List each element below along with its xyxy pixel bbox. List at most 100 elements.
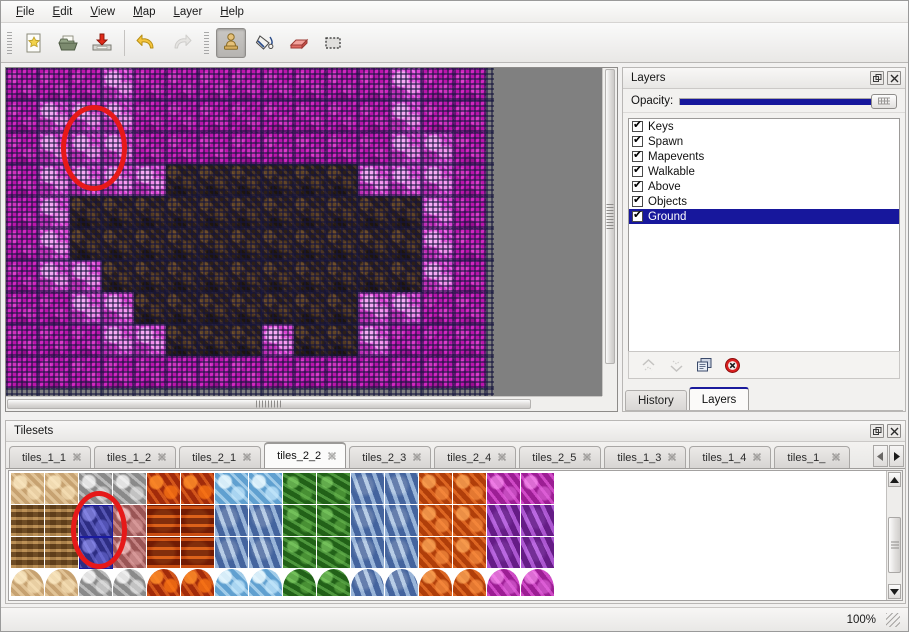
layer-row[interactable]: Spawn: [629, 134, 899, 149]
map-tile[interactable]: [166, 100, 198, 132]
map-tile[interactable]: [102, 100, 134, 132]
map-tile[interactable]: [70, 292, 102, 324]
opacity-slider[interactable]: [679, 93, 897, 109]
map-tile[interactable]: [262, 100, 294, 132]
close-tab-icon[interactable]: [667, 452, 678, 463]
layer-visibility-checkbox[interactable]: [632, 164, 643, 177]
close-icon[interactable]: [887, 71, 901, 85]
tileset-tile[interactable]: [249, 569, 283, 597]
layer-visibility-checkbox[interactable]: [632, 194, 643, 207]
tileset-tile[interactable]: [215, 505, 249, 537]
map-tile[interactable]: [390, 132, 422, 164]
map-tile[interactable]: [230, 132, 262, 164]
tileset-tile[interactable]: [79, 473, 113, 505]
tileset-tile[interactable]: [317, 569, 351, 597]
map-tile[interactable]: [102, 228, 134, 260]
layer-row[interactable]: Walkable: [629, 164, 899, 179]
tileset-tile[interactable]: [45, 505, 79, 537]
menu-item-view[interactable]: View: [90, 5, 116, 18]
delete-layer-button[interactable]: [722, 355, 742, 375]
map-tile[interactable]: [294, 100, 326, 132]
map-tile[interactable]: [6, 228, 38, 260]
map-tile[interactable]: [198, 132, 230, 164]
map-tile[interactable]: [390, 196, 422, 228]
tileset-tab-tiles_1_2[interactable]: tiles_1_2: [94, 446, 177, 468]
map-tile[interactable]: [70, 356, 102, 388]
lower-layer-button[interactable]: [666, 355, 686, 375]
tileset-tile[interactable]: [385, 473, 419, 505]
tileset-tile[interactable]: [283, 537, 317, 569]
map-tile[interactable]: [198, 260, 230, 292]
map-tile[interactable]: [390, 260, 422, 292]
map-tile[interactable]: [422, 100, 454, 132]
layer-row[interactable]: Objects: [629, 194, 899, 209]
map-tile[interactable]: [70, 132, 102, 164]
map-tile[interactable]: [70, 260, 102, 292]
tileset-tab-tiles_1_1[interactable]: tiles_1_1: [9, 446, 92, 468]
map-tile[interactable]: [134, 132, 166, 164]
close-icon[interactable]: [887, 424, 901, 438]
map-tile[interactable]: [294, 164, 326, 196]
map-tile[interactable]: [294, 292, 326, 324]
map-tile[interactable]: [422, 292, 454, 324]
map-tile[interactable]: [166, 164, 198, 196]
map-tile[interactable]: [230, 196, 262, 228]
tileset-tile[interactable]: [317, 537, 351, 569]
close-tab-icon[interactable]: [327, 451, 338, 462]
map-tile[interactable]: [262, 260, 294, 292]
scroll-down-arrow-icon[interactable]: [888, 584, 901, 599]
layer-visibility-checkbox[interactable]: [632, 134, 643, 147]
map-tile[interactable]: [6, 324, 38, 356]
tileset-tile[interactable]: [215, 537, 249, 569]
map-tile[interactable]: [166, 68, 198, 100]
map-tile[interactable]: [38, 132, 70, 164]
map-tile[interactable]: [358, 356, 390, 388]
scroll-up-arrow-icon[interactable]: [888, 472, 901, 487]
scroll-left-arrow-icon[interactable]: [873, 445, 888, 467]
tileset-tile[interactable]: [147, 537, 181, 569]
map-tile[interactable]: [102, 68, 134, 100]
map-tile[interactable]: [454, 164, 486, 196]
resize-grip-icon[interactable]: [886, 612, 900, 627]
map-tile[interactable]: [454, 196, 486, 228]
map-tile[interactable]: [38, 196, 70, 228]
tileset-tile[interactable]: [351, 473, 385, 505]
map-tile[interactable]: [38, 356, 70, 388]
tileset-tile[interactable]: [351, 537, 385, 569]
tileset-tile[interactable]: [385, 537, 419, 569]
new-map-button[interactable]: [19, 28, 49, 58]
map-tile[interactable]: [102, 132, 134, 164]
map-tile[interactable]: [166, 292, 198, 324]
tileset-tile[interactable]: [283, 569, 317, 597]
map-tile[interactable]: [358, 196, 390, 228]
tileset-tile[interactable]: [351, 505, 385, 537]
tileset-tile[interactable]: [249, 473, 283, 505]
map-tile[interactable]: [294, 196, 326, 228]
menu-item-help[interactable]: Help: [220, 5, 244, 18]
menu-item-layer[interactable]: Layer: [173, 5, 203, 18]
map-tile[interactable]: [230, 228, 262, 260]
map-tile[interactable]: [134, 324, 166, 356]
tileset-tile[interactable]: [147, 505, 181, 537]
map-tile[interactable]: [390, 292, 422, 324]
map-tile[interactable]: [390, 228, 422, 260]
close-tab-icon[interactable]: [582, 452, 593, 463]
map-tile[interactable]: [38, 292, 70, 324]
map-tile[interactable]: [230, 164, 262, 196]
map-tile[interactable]: [454, 68, 486, 100]
tileset-tab-tiles_2_4[interactable]: tiles_2_4: [434, 446, 517, 468]
tileset-tile[interactable]: [453, 537, 487, 569]
stamp-tool-button[interactable]: [216, 27, 246, 58]
tileset-tile[interactable]: [113, 537, 147, 569]
tileset-tile[interactable]: [249, 537, 283, 569]
tileset-tile[interactable]: [453, 505, 487, 537]
tileset-tab-tiles_1_4[interactable]: tiles_1_4: [689, 446, 772, 468]
map-tile[interactable]: [262, 228, 294, 260]
tileset-tile[interactable]: [487, 569, 521, 597]
map-tile[interactable]: [294, 324, 326, 356]
map-tile[interactable]: [70, 100, 102, 132]
map-tile[interactable]: [326, 164, 358, 196]
map-tile[interactable]: [358, 228, 390, 260]
menu-item-edit[interactable]: Edit: [52, 5, 73, 18]
map-tile[interactable]: [326, 260, 358, 292]
